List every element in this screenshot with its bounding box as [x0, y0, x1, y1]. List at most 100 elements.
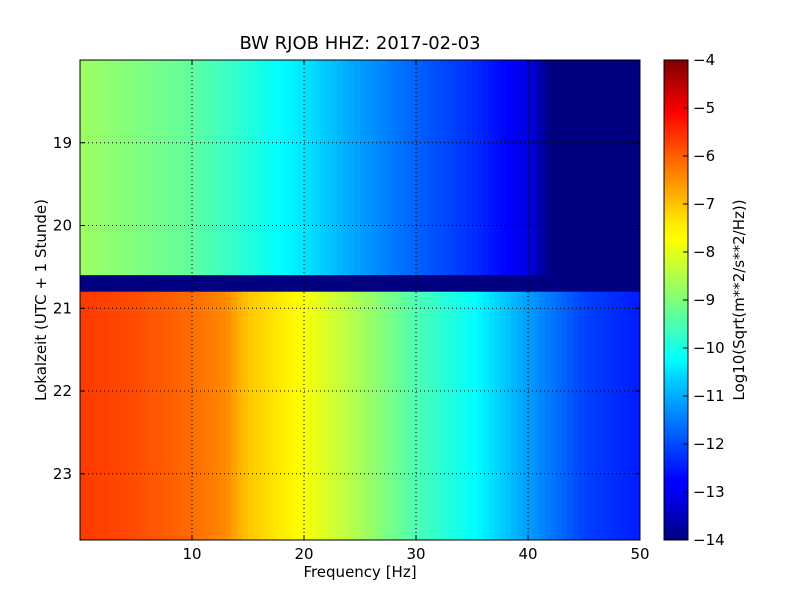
spectrogram-cell [108, 291, 114, 541]
spectrogram-cell [466, 275, 473, 293]
spectrogram-cell [203, 291, 210, 541]
spectrogram-cell [220, 275, 226, 293]
spectrogram-cell [483, 60, 490, 276]
spectrogram-cell [578, 275, 585, 293]
spectrogram-cell [96, 291, 103, 541]
spectrogram-cell [287, 60, 294, 276]
spectrogram-cell [511, 291, 518, 541]
spectrogram-cell [298, 291, 305, 541]
spectrogram-cell [326, 275, 333, 293]
spectrogram-cell [320, 291, 327, 541]
spectrogram-cell [584, 291, 590, 541]
colorbar: −4 −5 −6 −7 −8 −9 −10 −11 −12 −13 −14 [663, 51, 725, 549]
spectrogram-cell [315, 291, 322, 541]
spectrogram-cell [231, 291, 238, 541]
spectrogram-cell [225, 291, 232, 541]
spectrogram-cell [516, 291, 523, 541]
spectrogram-cell [113, 60, 120, 276]
spectrogram-cell [460, 275, 467, 293]
spectrogram-cell [220, 291, 226, 541]
spectrogram-cell [438, 275, 445, 293]
colorbar-tick-label: −11 [693, 387, 725, 405]
spectrogram-cell [320, 275, 327, 293]
spectrogram-cell [578, 291, 585, 541]
spectrogram-cell [141, 291, 148, 541]
spectrogram-cell [472, 60, 478, 276]
spectrogram-cell [516, 275, 523, 293]
spectrogram-cell [152, 291, 159, 541]
spectrogram-cell [108, 60, 114, 276]
spectrogram-cell [208, 291, 215, 541]
spectrogram-cell [192, 60, 198, 276]
spectrogram-cell [399, 291, 406, 541]
spectrogram-cell [388, 275, 394, 293]
spectrogram-cell [214, 60, 221, 276]
spectrogram-cell [444, 291, 450, 541]
spectrogram-cell [136, 275, 142, 293]
colorbar-tick-label: −7 [693, 195, 715, 213]
spectrogram-cell [460, 291, 467, 541]
spectrogram-cell [483, 275, 490, 293]
chart-title: BW RJOB HHZ: 2017-02-03 [239, 33, 480, 54]
colorbar-tick-label: −8 [693, 243, 715, 261]
y-axis-label: Lokalzeit (UTC + 1 Stunde) [32, 199, 50, 401]
spectrogram-cell [96, 275, 103, 293]
spectrogram-cell [231, 60, 238, 276]
spectrogram-cell [287, 291, 294, 541]
spectrogram-cell [455, 60, 462, 276]
spectrogram-cell [388, 60, 394, 276]
spectrogram-cell [612, 275, 618, 293]
spectrogram-cell [544, 275, 551, 293]
spectrogram-cell [360, 275, 366, 293]
spectrogram-cell [259, 275, 266, 293]
spectrogram-cell [119, 60, 126, 276]
spectrogram-cell [382, 275, 389, 293]
spectrogram-cell [606, 60, 613, 276]
spectrogram-cell [326, 60, 333, 276]
colorbar-tick-label: −5 [693, 99, 715, 117]
spectrogram-cell [505, 275, 512, 293]
spectrogram-cell [612, 60, 618, 276]
spectrogram-cell [348, 60, 355, 276]
spectrogram-cell [410, 291, 417, 541]
spectrogram-cell [567, 291, 574, 541]
spectrogram-cell [550, 291, 557, 541]
spectrogram-cell [136, 60, 142, 276]
spectrogram-cell [152, 275, 159, 293]
spectrogram-cell [270, 60, 277, 276]
spectrogram-cell [292, 275, 299, 293]
spectrogram-cell [175, 291, 182, 541]
spectrogram-cell [152, 60, 159, 276]
spectrogram-cell [158, 60, 165, 276]
spectrogram-cell [623, 291, 630, 541]
spectrogram-cell [164, 60, 170, 276]
spectrogram-cell [236, 60, 243, 276]
spectrogram-cell [421, 275, 428, 293]
spectrogram-cell [634, 60, 641, 276]
spectrogram-cell [494, 275, 501, 293]
spectrogram-cell [337, 291, 344, 541]
spectrogram-cell [332, 275, 338, 293]
spectrogram-cell [113, 291, 120, 541]
y-axis-ticks: 19 20 21 22 23 [53, 134, 640, 483]
colorbar-label: Log10(Sqrt(m**2/s**2/Hz)) [730, 199, 748, 400]
spectrogram-cell [617, 60, 624, 276]
colorbar-tick-label: −12 [693, 435, 725, 453]
spectrogram-cell [80, 291, 86, 541]
spectrogram-cell [197, 291, 204, 541]
spectrogram-cell [208, 60, 215, 276]
spectrogram-cell [180, 275, 187, 293]
spectrogram-cell [348, 275, 355, 293]
spectrogram-cell [270, 275, 277, 293]
spectrogram-cell [136, 291, 142, 541]
spectrogram-cell [595, 60, 602, 276]
spectrogram-cell [544, 291, 551, 541]
spectrogram-cell [572, 60, 579, 276]
spectrogram-cell [584, 60, 590, 276]
spectrogram-cell [270, 291, 277, 541]
spectrogram-cell [253, 60, 260, 276]
spectrogram-cell [500, 275, 506, 293]
x-axis-label: Frequency [Hz] [303, 563, 416, 581]
spectrogram-cell [606, 291, 613, 541]
spectrogram-cell [421, 60, 428, 276]
